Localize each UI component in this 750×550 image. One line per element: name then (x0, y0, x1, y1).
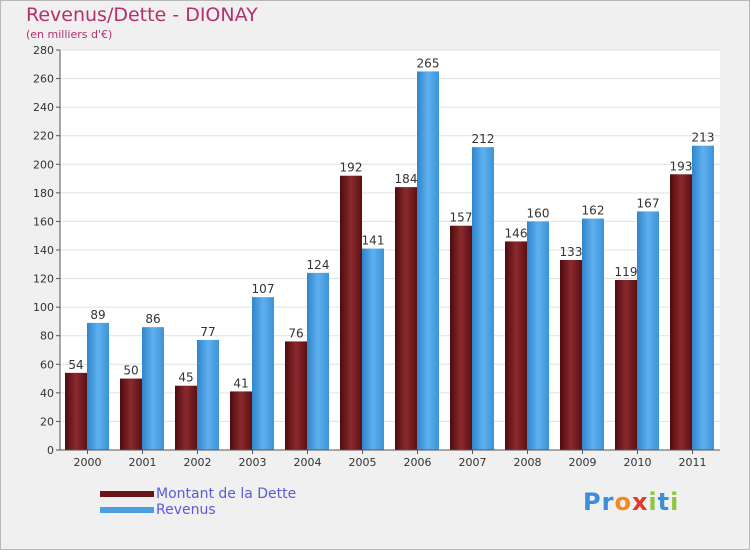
data-label: 89 (90, 308, 105, 322)
data-label: 265 (417, 56, 440, 70)
data-label: 212 (472, 132, 495, 146)
data-label: 54 (68, 358, 83, 372)
chart-subtitle: (en milliers d'€) (26, 28, 113, 41)
data-label: 146 (505, 226, 528, 240)
proxiti-logo: Proxiti (583, 488, 679, 516)
x-tick-label: 2006 (404, 456, 432, 469)
data-label: 192 (340, 161, 363, 175)
bar-dette (670, 174, 692, 451)
logo-letter: i (670, 488, 680, 516)
logo-letter: r (601, 488, 615, 516)
bar-revenus (582, 218, 604, 450)
legend-swatch-revenus (100, 507, 154, 513)
bar-dette (230, 391, 252, 450)
bar-dette (175, 385, 197, 450)
data-label: 162 (582, 204, 605, 218)
x-tick-label: 2010 (624, 456, 652, 469)
bar-dette (505, 241, 527, 450)
data-label: 157 (450, 211, 473, 225)
chart-title: Revenus/Dette - DIONAY (26, 4, 258, 26)
bar-dette (560, 260, 582, 450)
bar-revenus (362, 248, 384, 450)
y-tick-label: 60 (40, 358, 54, 371)
legend-label-dette: Montant de la Dette (156, 486, 297, 502)
y-tick-label: 120 (33, 273, 54, 286)
logo-letter: t (657, 488, 671, 516)
x-tick-label: 2007 (459, 456, 487, 469)
data-label: 41 (233, 376, 248, 390)
x-tick-label: 2005 (349, 456, 377, 469)
bar-revenus (87, 322, 109, 450)
data-label: 133 (560, 245, 583, 259)
legend: Montant de la Dette Revenus (100, 486, 296, 518)
data-label: 76 (288, 326, 303, 340)
logo-letter: i (648, 488, 658, 516)
bar-dette (285, 341, 307, 450)
bar-revenus (637, 211, 659, 450)
data-label: 50 (123, 364, 138, 378)
data-label: 45 (178, 371, 193, 385)
data-label: 107 (252, 282, 275, 296)
y-tick-label: 140 (33, 244, 54, 257)
data-label: 141 (362, 234, 385, 248)
x-tick-label: 2004 (294, 456, 322, 469)
data-label: 167 (637, 196, 660, 210)
logo-letter: x (631, 488, 649, 516)
y-tick-label: 220 (33, 130, 54, 143)
y-tick-label: 80 (40, 330, 54, 343)
bar-revenus (417, 71, 439, 450)
legend-item-revenus: Revenus (100, 502, 296, 518)
bar-dette (340, 175, 362, 450)
data-label: 86 (145, 312, 160, 326)
data-label: 193 (670, 159, 693, 173)
data-label: 184 (395, 172, 418, 186)
bar-dette (65, 372, 87, 450)
y-tick-label: 40 (40, 387, 54, 400)
bar-revenus (142, 327, 164, 450)
y-tick-label: 240 (33, 101, 54, 114)
bar-revenus (527, 221, 549, 450)
bar-revenus (307, 272, 329, 450)
x-tick-label: 2009 (569, 456, 597, 469)
y-tick-label: 100 (33, 301, 54, 314)
bar-dette (615, 280, 637, 450)
legend-item-dette: Montant de la Dette (100, 486, 296, 502)
data-label: 124 (307, 258, 330, 272)
logo-letter: o (614, 488, 632, 516)
y-tick-label: 0 (47, 444, 54, 457)
y-tick-label: 20 (40, 415, 54, 428)
data-label: 213 (692, 131, 715, 145)
bar-dette (120, 378, 142, 450)
y-tick-label: 260 (33, 73, 54, 86)
data-label: 77 (200, 325, 215, 339)
x-tick-label: 2008 (514, 456, 542, 469)
legend-swatch-dette (100, 491, 154, 497)
bar-dette (450, 225, 472, 450)
legend-label-revenus: Revenus (156, 502, 216, 518)
x-tick-label: 2011 (679, 456, 707, 469)
x-tick-label: 2000 (74, 456, 102, 469)
bar-revenus (197, 340, 219, 450)
bar-revenus (692, 145, 714, 450)
logo-letter: P (583, 488, 602, 516)
y-tick-label: 180 (33, 187, 54, 200)
y-tick-label: 280 (33, 44, 54, 57)
bar-dette (395, 187, 417, 450)
x-tick-label: 2001 (129, 456, 157, 469)
bar-revenus (252, 297, 274, 450)
y-tick-label: 200 (33, 158, 54, 171)
x-tick-label: 2003 (239, 456, 267, 469)
data-label: 160 (527, 206, 550, 220)
y-tick-label: 160 (33, 215, 54, 228)
bar-revenus (472, 147, 494, 450)
data-label: 119 (615, 265, 638, 279)
x-tick-label: 2002 (184, 456, 212, 469)
